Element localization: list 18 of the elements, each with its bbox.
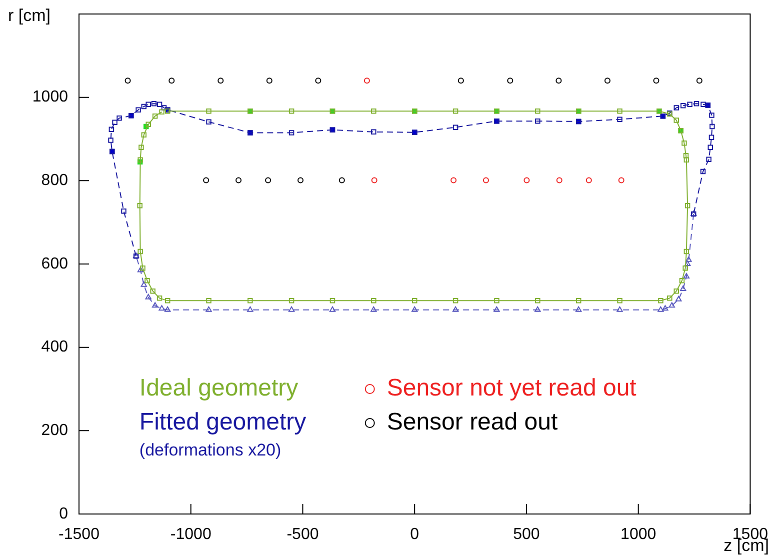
x-tick-label: -1500 [58, 526, 100, 544]
y-tick-label: 400 [41, 338, 68, 356]
x-tick-label: -500 [286, 526, 319, 544]
x-tick-label: 0 [410, 526, 420, 544]
y-tick-label: 200 [41, 422, 68, 440]
text: Fitted geometry [139, 408, 306, 436]
y-tick-label: 800 [41, 172, 68, 190]
text: Ideal geometry [139, 374, 298, 402]
y-tick-label: 0 [59, 505, 68, 522]
y-tick-label: 600 [41, 255, 68, 272]
annotation: (deformations x20) [139, 440, 282, 460]
y-axis-title: r [cm] [8, 6, 50, 26]
x-tick-label: 500 [513, 526, 540, 544]
x-tick-label: 1000 [620, 526, 656, 544]
legend-label: Sensor not yet read out [386, 374, 637, 402]
x-tick-label: -1000 [170, 526, 212, 544]
legend-label: Sensor read out [386, 408, 558, 436]
y-tick-label: 1000 [32, 88, 68, 106]
